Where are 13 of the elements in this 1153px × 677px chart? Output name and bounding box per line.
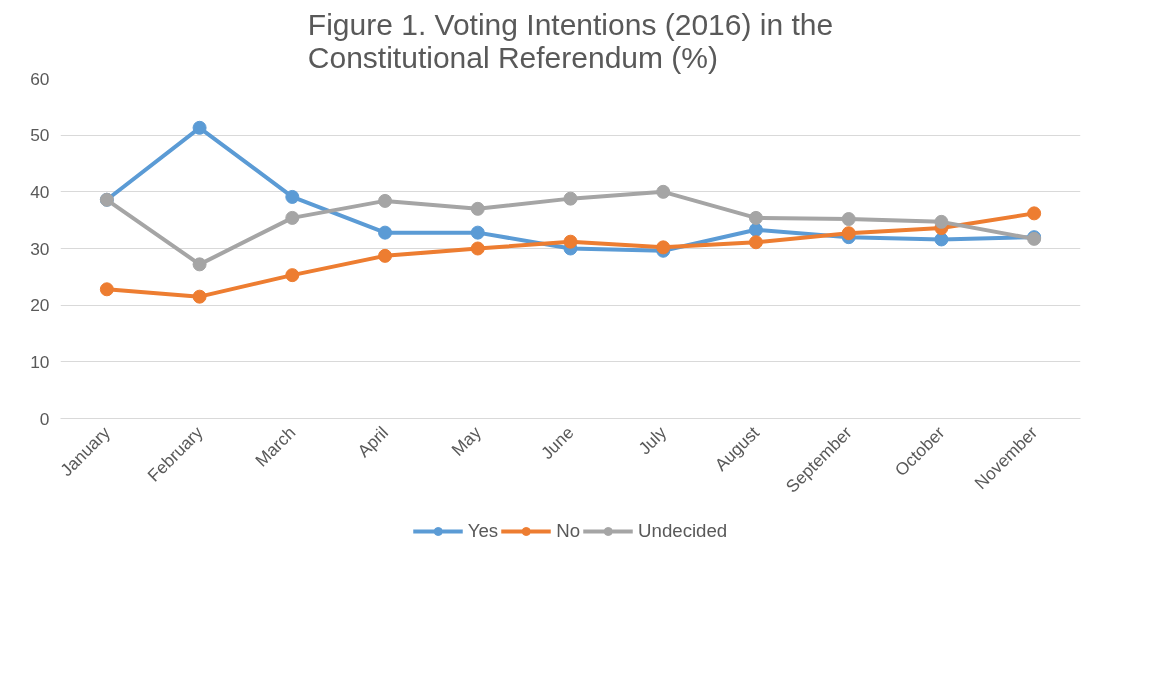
- y-tick-label: 20: [30, 295, 50, 316]
- legend-label: Yes: [467, 520, 499, 542]
- legend-label: No: [556, 520, 581, 542]
- chart-title: Figure 1. Voting Intentions (2016) in the Constitutional Referendum (%): [307, 7, 834, 74]
- y-tick-label: 50: [30, 125, 50, 146]
- x-tick-label: July: [634, 422, 671, 459]
- y-tick-label: 10: [30, 351, 50, 372]
- x-tick-label: May: [447, 422, 486, 460]
- y-tick-label: 0: [39, 408, 50, 429]
- y-tick-label: 30: [30, 238, 50, 259]
- legend-label: Undecided: [638, 520, 728, 542]
- y-tick-label: 40: [30, 181, 50, 202]
- y-tick-label: 60: [30, 68, 50, 89]
